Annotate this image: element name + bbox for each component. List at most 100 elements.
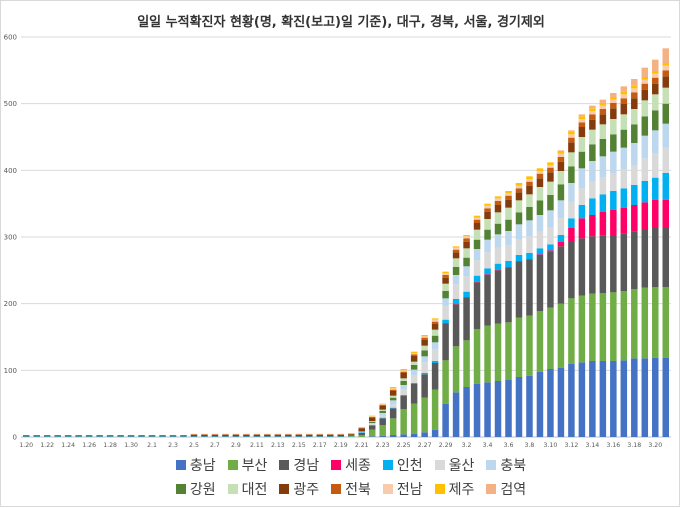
bar-segment [641,89,649,101]
bar-segment [285,436,292,437]
bar-segment [557,200,565,219]
bar-segment [463,276,470,292]
bar-segment [127,436,135,437]
bar-segment [159,435,166,436]
bar-segment [526,375,533,437]
bar-segment [652,177,659,200]
bar-segment [379,413,386,416]
bar-segment [410,365,418,370]
y-tick-label: 200 [4,300,17,308]
bar-segment [599,114,607,125]
bar-segment [652,153,659,178]
legend-label: 부산 [241,458,268,474]
legend-swatch [227,460,238,470]
bar-segment [327,433,334,435]
bar-segment [494,196,502,199]
bar-segment [536,187,544,201]
bar-segment [620,188,628,208]
bar-segment [347,434,355,436]
bar-segment [368,421,376,423]
bar-segment [610,209,617,235]
bar-segment [484,268,491,275]
bar-segment [526,259,533,316]
legend-row: 강원 대전 광주 전북 전남 제주 검역 [141,477,561,501]
chart-title: 일일 누적확진자 현황(명, 확진(보고)일 기준), 대구, 경북, 서울, … [137,15,545,30]
bar-segment [494,223,502,235]
bar-segment [389,387,397,389]
bar-segment [473,281,481,283]
bar-segment [463,297,470,298]
x-tick-label: 3.18 [627,442,641,449]
bar-segment [631,231,638,289]
bar-segment [431,319,439,322]
bar-segment [599,293,607,361]
bar-segment [232,433,240,435]
bar-segment [148,436,156,437]
bar-segment [610,134,617,152]
bar-segment [484,239,491,253]
bar-segment [578,218,586,239]
bar-segment [662,287,670,358]
bar-segment [201,435,208,437]
bar-segment [421,373,428,375]
bar-segment [159,435,166,437]
bar-segment [505,191,512,193]
bar-segment [662,173,670,200]
bar-segment [641,116,649,136]
x-tick-label: 2.15 [292,442,306,449]
bar-segment [85,435,93,437]
bar-segment [169,435,177,436]
bar-segment [631,109,638,125]
bar-segment [515,188,523,193]
bar-segment [64,435,72,436]
bar-segment [484,275,491,326]
bar-segment [494,323,502,381]
bar-segment [557,246,565,304]
bar-segment [568,201,575,219]
bar-segment [641,100,649,117]
legend-item: 제주 [434,479,474,499]
bar-segment [410,369,418,375]
bar-segment [421,339,428,346]
bar-segment [599,105,607,109]
legend-item: 광주 [279,479,319,499]
bar-segment [389,395,397,398]
bar-segment [536,254,544,255]
x-tick-label: 1.26 [82,442,96,449]
legend-label: 세종 [345,458,371,474]
bar-segment [610,292,617,361]
bar-segment [641,83,649,90]
bar-segment [463,266,470,277]
bar-segment [117,435,124,437]
bar-segment [85,436,93,437]
bar-segment [421,345,428,351]
bar-segment [610,93,617,97]
bar-segment [368,416,376,417]
bar-segment [285,433,292,435]
bar-segment [96,435,103,437]
bar-segment [547,307,554,369]
bar-segment [306,434,313,435]
bar-segment [484,252,491,269]
bar-segment [379,404,386,405]
bar-segment [568,363,575,437]
bar-segment [473,282,481,329]
legend-item: 충남 [175,455,216,475]
bar-segment [410,375,418,383]
y-tick-label: 0 [13,434,17,442]
bar-segment [484,208,491,212]
bar-segment [568,241,575,299]
bar-segment [599,109,607,115]
bar-segment [578,362,586,437]
bar-segment [389,408,397,419]
bar-segment [243,436,250,437]
bar-segment [389,388,397,390]
bar-segment [190,436,198,437]
bar-segment [631,165,638,185]
bar-segment [274,433,282,435]
bar-segment [127,435,135,436]
bar-segment [358,431,365,433]
legend: 충남 부산 경남 세종 인천 울산 충북 강원 대전 광주 전북 전남 제주 검역 [141,453,561,501]
bar-segment [473,329,481,384]
